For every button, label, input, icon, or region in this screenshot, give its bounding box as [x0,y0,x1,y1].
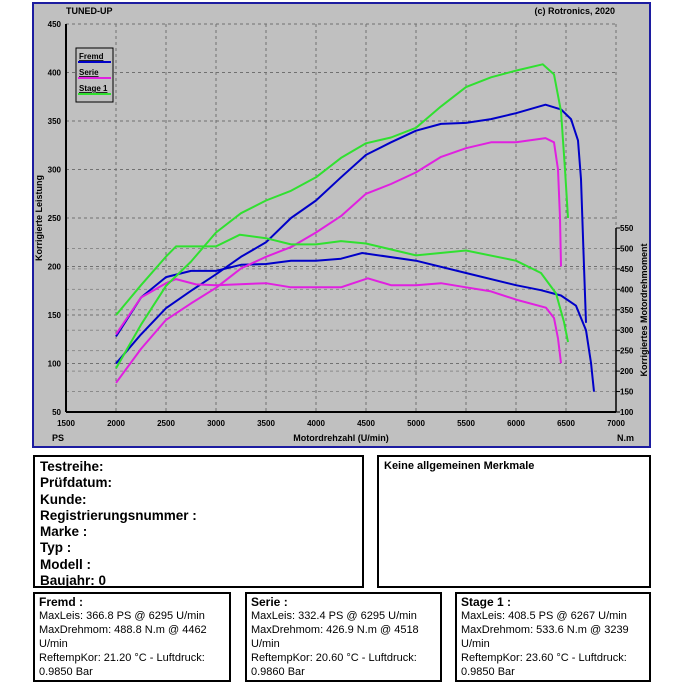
y-left-tick-label: 450 [48,20,62,29]
dyno-chart: 1500 2000 2500 3000 3500 4000 4500 5000 5500 6000… [32,2,651,448]
y-right-tick-label: 500 [620,244,634,253]
result-maxleis: MaxLeis: 366.8 PS @ 6295 U/min [39,610,205,622]
chart-panel [32,2,651,448]
legend-label-stage1: Stage 1 [79,84,108,93]
y-right-tick-label: 250 [620,347,634,356]
torque-curve-serie [115,277,562,364]
legend-label-fremd: Fremd [79,52,104,61]
legend: Fremd Serie Stage 1 [75,47,114,103]
info-marke: Marke : [40,524,88,540]
chart-title: TUNED-UP [66,6,113,16]
y-right-tick-label: 450 [620,265,634,274]
power-curve-serie [115,137,562,384]
right-unit-label: N.m [617,433,634,443]
x-tick-label: 3000 [207,419,225,428]
power-curve-fremd [115,103,587,365]
x-tick-label: 4000 [307,419,325,428]
x-tick-label: 7000 [607,419,625,428]
notes-text: Keine allgemeinen Merkmale [384,460,535,472]
x-tick-label: 1500 [57,419,75,428]
copyright: (c) Rotronics, 2020 [534,6,615,16]
x-tick-label: 2500 [157,419,175,428]
legend-label-serie: Serie [79,68,99,77]
info-registrierungsnummer: Registrierungsnummer : [40,507,197,523]
y-left-tick-label: 200 [48,263,62,272]
y-right-tick-label: 350 [620,306,634,315]
y-left-tick-label: 400 [48,69,62,78]
info-baujahr: Baujahr: 0 [40,573,107,589]
info-typ: Typ : [40,540,72,556]
result-maxleis: MaxLeis: 332.4 PS @ 6295 U/min [251,610,417,622]
result-title: Fremd : [39,595,84,609]
info-testreihe: Testreihe: [40,459,104,474]
x-tick-label: 6500 [557,419,575,428]
result-box-serie: Serie : MaxLeis: 332.4 PS @ 6295 U/min M… [245,592,442,682]
x-tick-label: 5500 [457,419,475,428]
result-box-stage1: Stage 1 : MaxLeis: 408.5 PS @ 6267 U/min… [455,592,651,682]
notes-panel: Keine allgemeinen Merkmale [377,455,651,588]
y-left-tick-label: 250 [48,214,62,223]
result-reftemp: ReftempKor: 21.20 °C - Luftdruck: 0.9850… [39,652,205,678]
x-tick-label: 5000 [407,419,425,428]
info-pruefdatum: Prüfdatum: [40,475,112,491]
info-kunde: Kunde: [40,491,87,507]
y-right-tick-label: 550 [620,224,634,233]
y-left-tick-label: 100 [48,360,62,369]
y-left-tick-label: 150 [48,311,62,320]
y-right-tick-label: 150 [620,388,634,397]
torque-curve-fremd [115,252,595,392]
y-right-tick-label: 200 [620,367,634,376]
x-tick-label: 2000 [107,419,125,428]
result-maxdrehmom: MaxDrehmom: 426.9 N.m @ 4518 U/min [251,624,419,650]
y-right-tick-label: 100 [620,408,634,417]
result-reftemp: ReftempKor: 23.60 °C - Luftdruck: 0.9850… [461,652,627,678]
y-axis-right-label: Korrigiertes Motordrehmoment [639,243,649,376]
y-axis-left-label: Korrigierte Leistung [34,175,44,261]
left-unit-label: PS [52,433,64,443]
x-tick-label: 4500 [357,419,375,428]
result-title: Serie : [251,595,288,609]
x-tick-label: 3500 [257,419,275,428]
y-left-tick-label: 350 [48,117,62,126]
x-tick-label: 6000 [507,419,525,428]
info-modell: Modell : [40,556,91,572]
y-left-tick-label: 50 [52,408,61,417]
result-title: Stage 1 : [461,595,512,609]
result-reftemp: ReftempKor: 20.60 °C - Luftdruck: 0.9860… [251,652,417,678]
y-right-tick-label: 400 [620,285,634,294]
test-info-panel: Testreihe: Prüfdatum: Kunde: Registrieru… [33,455,364,588]
result-maxleis: MaxLeis: 408.5 PS @ 6267 U/min [461,610,627,622]
result-box-fremd: Fremd : MaxLeis: 366.8 PS @ 6295 U/min M… [33,592,231,682]
result-maxdrehmom: MaxDrehmom: 488.8 N.m @ 4462 U/min [39,624,207,650]
y-left-tick-label: 300 [48,166,62,175]
x-axis-label: Motordrehzahl (U/min) [293,433,389,443]
torque-curve-stage1 [115,233,569,343]
result-maxdrehmom: MaxDrehmom: 533.6 N.m @ 3239 U/min [461,624,629,650]
y-right-tick-label: 300 [620,326,634,335]
